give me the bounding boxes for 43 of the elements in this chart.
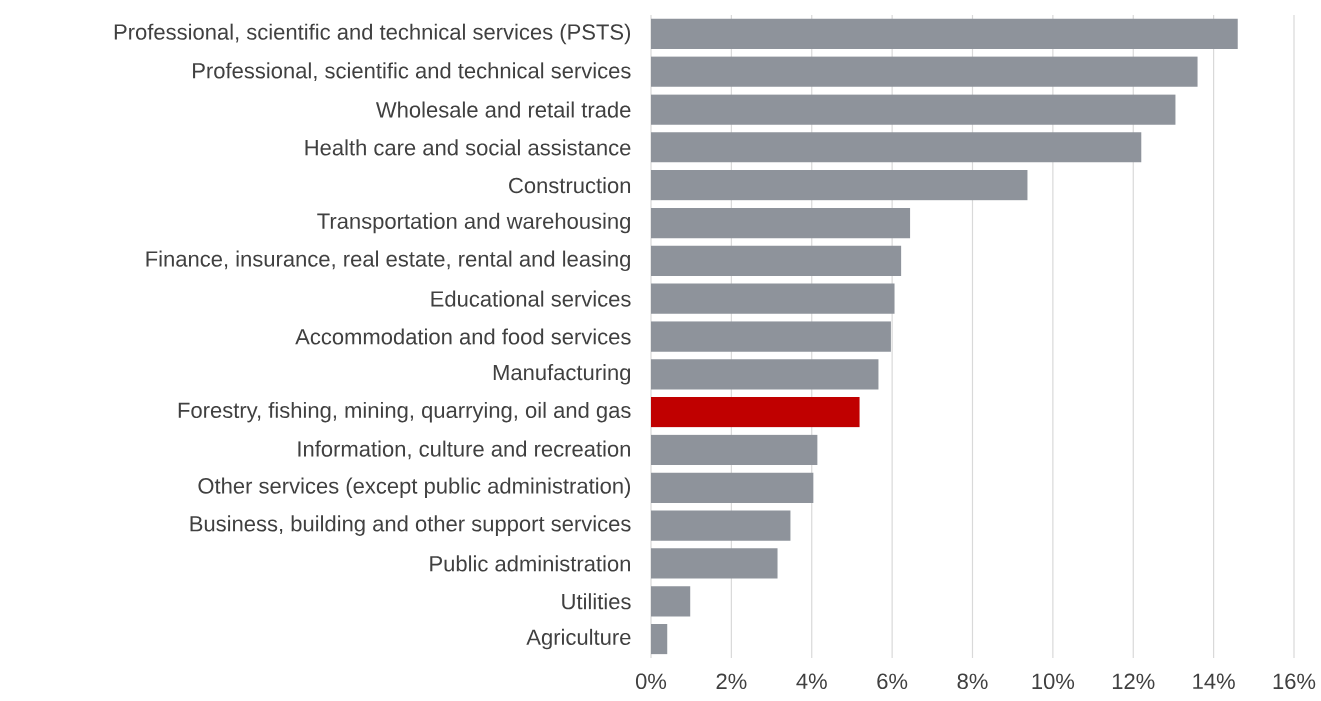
bar	[650, 586, 691, 617]
bar	[650, 623, 668, 655]
y-tick-label: Wholesale and retail trade	[375, 101, 631, 118]
bar	[650, 94, 1176, 125]
y-tick-label: Educational services	[431, 290, 631, 307]
bar	[650, 434, 818, 466]
bar	[650, 283, 895, 314]
y-tick-label: Manufacturing	[493, 364, 631, 385]
bar	[650, 56, 1198, 87]
y-tick-label: Forestry, fishing, mining, quarrying, oil and gas	[178, 401, 631, 423]
x-tick-label: 14%	[1193, 673, 1235, 689]
x-tick-label: 8%	[957, 673, 988, 690]
bar	[650, 170, 1028, 201]
bar	[650, 510, 791, 541]
y-tick-label: Health care and social assistance	[305, 139, 631, 156]
bar	[650, 132, 1142, 163]
x-tick-label: 10%	[1032, 673, 1075, 690]
bar	[650, 472, 814, 503]
bar	[650, 359, 879, 390]
y-tick-label: Utilities	[562, 593, 631, 610]
y-tick-label: Professional, scientific and technical services	[193, 62, 631, 82]
x-tick-label: 0%	[635, 673, 667, 690]
y-tick-label: Professional, scientific and technical services (PSTS)	[114, 23, 631, 45]
x-tick-label: 2%	[716, 673, 747, 690]
y-tick-label: Agriculture	[526, 628, 631, 650]
y-tick-label: Other services (except public administration)	[198, 477, 631, 499]
bar	[650, 397, 860, 428]
bar	[650, 207, 911, 239]
y-tick-label: Transportation and warehousing	[317, 212, 630, 234]
y-tick-label: Information, culture and recreation	[298, 440, 630, 460]
y-tick-label: Finance, insurance, real estate, rental and leasing	[146, 250, 630, 272]
x-tick-label: 16%	[1273, 673, 1316, 690]
bar	[650, 18, 1238, 50]
x-tick-label: 12%	[1112, 673, 1155, 690]
bar	[650, 548, 778, 579]
x-tick-label: 4%	[796, 673, 827, 689]
y-tick-label: Business, building and other support services	[190, 515, 631, 536]
y-tick-label: Public administration	[430, 555, 630, 572]
bar	[650, 321, 891, 352]
y-tick-label: Construction	[509, 177, 631, 194]
x-tick-label: 6%	[877, 673, 908, 690]
bar	[650, 245, 902, 276]
y-tick-label: Accommodation and food services	[295, 328, 631, 345]
